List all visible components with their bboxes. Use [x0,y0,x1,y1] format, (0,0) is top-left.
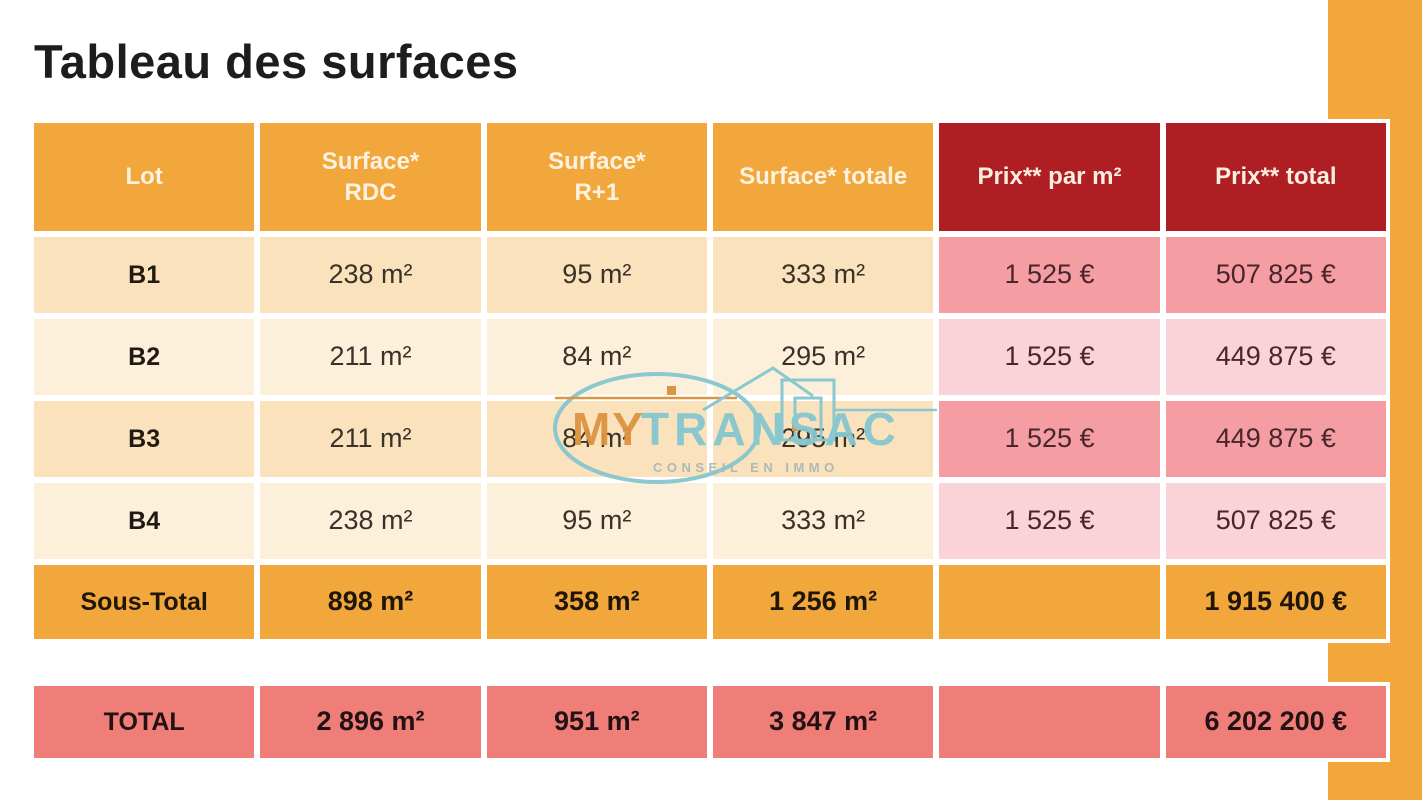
table-row-b1-surface-totale: 333 m² [712,237,934,313]
col-header-prix-par-m2: Prix** par m² [939,123,1160,231]
table-row-b4-lot: B4 [34,483,255,559]
table-row-b3-surface-rdc: 211 m² [260,401,481,477]
col-header-surface-r1-line1: Surface* [548,147,646,175]
total-surface-r1: 951 m² [486,686,707,758]
page-title: Tableau des surfaces [34,35,519,88]
table-row-b1-lot: B1 [34,237,255,313]
table-row-b2-lot: B2 [34,319,255,395]
table-row-b2-prix-par-m2: 1 525 € [939,319,1160,395]
table-row-b3-surface-totale: 295 m² [712,401,934,477]
col-header-prix-total: Prix** total [1165,123,1386,231]
table-row-b3-prix-par-m2: 1 525 € [939,401,1160,477]
table-row-b4-surface-totale: 333 m² [712,483,934,559]
col-header-surface-rdc-line2: RDC [344,179,397,206]
total-prix-par-m2 [939,686,1160,758]
col-header-lot: Lot [34,123,255,231]
col-header-prix-total-label: Prix** total [1215,163,1337,191]
total-surface-rdc: 2 896 m² [260,686,481,758]
col-header-lot-label: Lot [125,163,163,191]
col-header-surface-totale: Surface* totale [712,123,934,231]
table-row-b1-prix-total: 507 825 € [1165,237,1386,313]
table-row-b4-surface-rdc: 238 m² [260,483,481,559]
col-header-surface-rdc-line1: Surface* [321,147,420,175]
col-header-prix-par-m2-label: Prix** par m² [977,163,1122,191]
subtotal-surface-totale: 1 256 m² [712,565,934,639]
table-row-b1-surface-r1: 95 m² [486,237,707,313]
surfaces-table: Lot Surface* RDC Surface* R+1 Surface* t… [30,119,1390,643]
table-row-b3-lot: B3 [34,401,255,477]
table-row-b2-prix-total: 449 875 € [1165,319,1386,395]
col-header-surface-rdc: Surface* RDC [260,123,481,231]
total-surface-totale: 3 847 m² [712,686,934,758]
subtotal-prix-total: 1 915 400 € [1165,565,1386,639]
table-row-b2-surface-totale: 295 m² [712,319,934,395]
subtotal-row-label: Sous-Total [34,565,255,639]
table-row-b3-prix-total: 449 875 € [1165,401,1386,477]
table-row-b4-surface-r1: 95 m² [486,483,707,559]
total-table: TOTAL 2 896 m² 951 m² 3 847 m² 6 202 200… [30,682,1390,762]
table-row-b2-surface-rdc: 211 m² [260,319,481,395]
col-header-surface-totale-label: Surface* totale [739,163,908,191]
table-row-b3-surface-r1: 84 m² [486,401,707,477]
total-row-label: TOTAL [34,686,255,758]
col-header-surface-r1: Surface* R+1 [486,123,707,231]
total-prix-total: 6 202 200 € [1165,686,1386,758]
table-row-b2-surface-r1: 84 m² [486,319,707,395]
col-header-surface-r1-line2: R+1 [574,179,620,206]
table-row-b4-prix-total: 507 825 € [1165,483,1386,559]
table-row-b1-prix-par-m2: 1 525 € [939,237,1160,313]
table-row-b4-prix-par-m2: 1 525 € [939,483,1160,559]
subtotal-surface-r1: 358 m² [486,565,707,639]
subtotal-prix-par-m2 [939,565,1160,639]
subtotal-surface-rdc: 898 m² [260,565,481,639]
table-row-b1-surface-rdc: 238 m² [260,237,481,313]
